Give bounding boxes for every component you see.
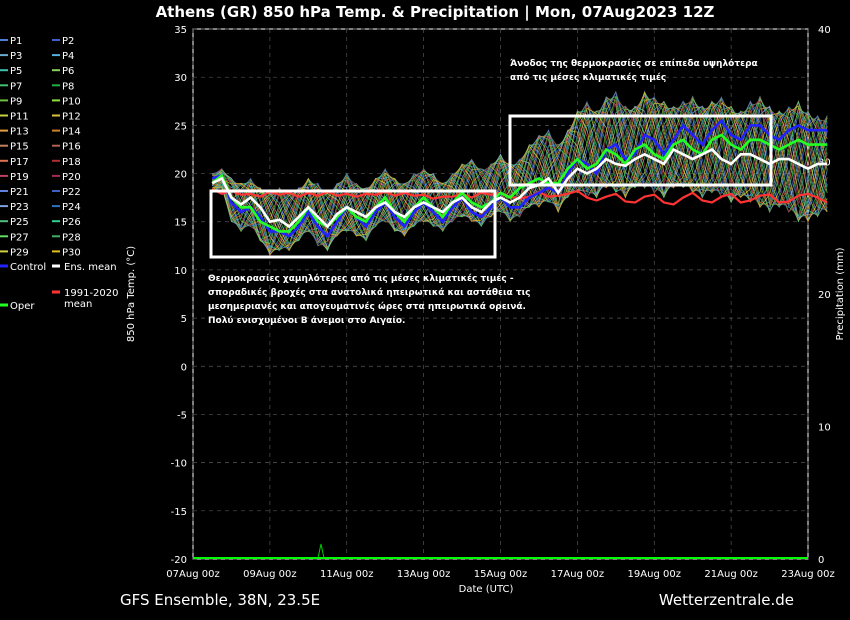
member-line: [211, 96, 828, 252]
y-axis-ticks: -20 -15 -10 -5 0 5 10 15 20 25 30 35: [171, 25, 187, 566]
plot-area: -20 -15 -10 -5 0 5 10 15 20 25 30 35 0 10 20 30 40 07Au…: [166, 25, 834, 580]
legend-label: Control: [10, 262, 46, 273]
x-tick-label: 09Aug 00z: [243, 569, 296, 580]
y-tick-label: 35: [174, 25, 187, 36]
y-tick-label: 5: [181, 314, 187, 325]
legend-label: P14: [62, 127, 81, 138]
legend-label: P24: [62, 202, 81, 213]
y-tick-label: 0: [181, 362, 187, 373]
main-series-lines: [211, 118, 828, 239]
footer-source: Wetterzentrale.de: [659, 591, 794, 609]
legend-label: P15: [10, 142, 29, 153]
series-line: [211, 147, 828, 229]
y2-tick-label: 0: [818, 555, 824, 566]
annotation-upper: Άνοδος της θερμοκρασίες σε επίπεδα υψηλό…: [510, 58, 758, 83]
y-tick-label: 15: [174, 218, 187, 229]
y-tick-label: 25: [174, 121, 187, 132]
y-tick-label: 20: [174, 170, 187, 181]
legend-label: P7: [10, 81, 22, 92]
y-tick-label: -20: [171, 555, 187, 566]
footer-model: GFS Ensemble, 38N, 23.5E: [120, 591, 320, 609]
precipitation-spike: [317, 543, 325, 559]
legend-label: Oper: [10, 301, 35, 312]
member-line: [211, 105, 828, 254]
annotation-line: Πολύ ενισχυμένοι Β άνεμοι στο Αιγαίο.: [208, 315, 405, 326]
legend-label: P22: [62, 187, 81, 198]
legend-label: P17: [10, 157, 29, 168]
legend-label: P11: [10, 112, 29, 123]
legend-label: P18: [62, 157, 81, 168]
annotation-line: μεσημεριανές και απογευματινές ώρες στα …: [208, 301, 526, 312]
annotation-line: Άνοδος της θερμοκρασίες σε επίπεδα υψηλό…: [510, 58, 758, 69]
y-tick-label: 10: [174, 266, 187, 277]
legend-label: P21: [10, 187, 29, 198]
x-tick-label: 15Aug 00z: [474, 569, 527, 580]
x-tick-label: 21Aug 00z: [704, 569, 757, 580]
annotation-line: σποραδικές βροχές στα ανατολικά ηπειρωτι…: [208, 287, 530, 298]
x-tick-label: 17Aug 00z: [551, 569, 604, 580]
x-axis-ticks: 07Aug 00z 09Aug 00z 11Aug 00z 13Aug 00z 15Au…: [166, 569, 834, 580]
x-tick-label: 11Aug 00z: [320, 569, 373, 580]
legend-label: P4: [62, 51, 74, 62]
legend-label: P6: [62, 66, 74, 77]
chart-title: Athens (GR) 850 hPa Temp. & Precipitatio…: [156, 3, 715, 22]
member-line: [211, 94, 828, 257]
y-tick-label: -15: [171, 507, 187, 518]
legend-label: P20: [62, 172, 81, 183]
legend-label: P10: [62, 96, 81, 107]
legend-label: P27: [10, 232, 29, 243]
legend-label: P2: [62, 36, 74, 47]
member-line: [211, 90, 828, 251]
annotation-box-high: [508, 114, 773, 187]
x-tick-label: 23Aug 00z: [781, 569, 834, 580]
y-axis-label: 850 hPa Temp. (°C): [126, 246, 137, 342]
legend-label: P9: [10, 96, 22, 107]
y2-tick-label: 10: [818, 423, 831, 434]
legend-label: P25: [10, 217, 29, 228]
annotation-line: Θερμοκρασίες χαμηλότερες από τις μέσες κ…: [208, 273, 514, 284]
annotation-line: από τις μέσες κλιματικές τιμές: [510, 72, 666, 83]
series-line: [211, 118, 828, 239]
y2-tick-label: 20: [818, 290, 831, 301]
y-tick-label: 30: [174, 73, 187, 84]
x-axis-label: Date (UTC): [459, 584, 514, 595]
legend-label: P1: [10, 36, 22, 47]
legend: P1 P2 P3 P4 P5 P6 P7 P8 P9 P10 P11 P12 P13 P14 P15 P16 P…: [0, 36, 119, 312]
legend-label: P28: [62, 232, 81, 243]
legend-label: P26: [62, 217, 81, 228]
legend-label: P29: [10, 247, 29, 258]
member-line: [212, 95, 828, 249]
legend-label: P16: [62, 142, 81, 153]
legend-label: 1991-2020: [64, 288, 119, 299]
legend-label: mean: [64, 299, 92, 310]
legend-label: P30: [62, 247, 81, 258]
legend-label: P3: [10, 51, 22, 62]
y-tick-label: -10: [171, 459, 187, 470]
y2-axis-label: Precipitation (mm): [835, 247, 846, 340]
member-line: [212, 100, 828, 248]
x-tick-label: 07Aug 00z: [166, 569, 219, 580]
legend-label: P5: [10, 66, 22, 77]
annotation-box-low: [209, 189, 497, 259]
legend-label: P19: [10, 172, 29, 183]
member-line: [211, 98, 828, 246]
y2-tick-label: 40: [818, 25, 831, 36]
member-line: [211, 97, 828, 251]
legend-label: P12: [62, 112, 81, 123]
y-tick-label: -5: [177, 410, 187, 421]
legend-label: P23: [10, 202, 29, 213]
series-line: [211, 133, 828, 233]
legend-label: Ens. mean: [64, 262, 117, 273]
legend-label: P8: [62, 81, 74, 92]
annotation-lower: Θερμοκρασίες χαμηλότερες από τις μέσες κ…: [208, 273, 530, 326]
x-tick-label: 19Aug 00z: [628, 569, 681, 580]
legend-label: P13: [10, 127, 29, 138]
member-line: [211, 92, 828, 256]
x-tick-label: 13Aug 00z: [397, 569, 450, 580]
